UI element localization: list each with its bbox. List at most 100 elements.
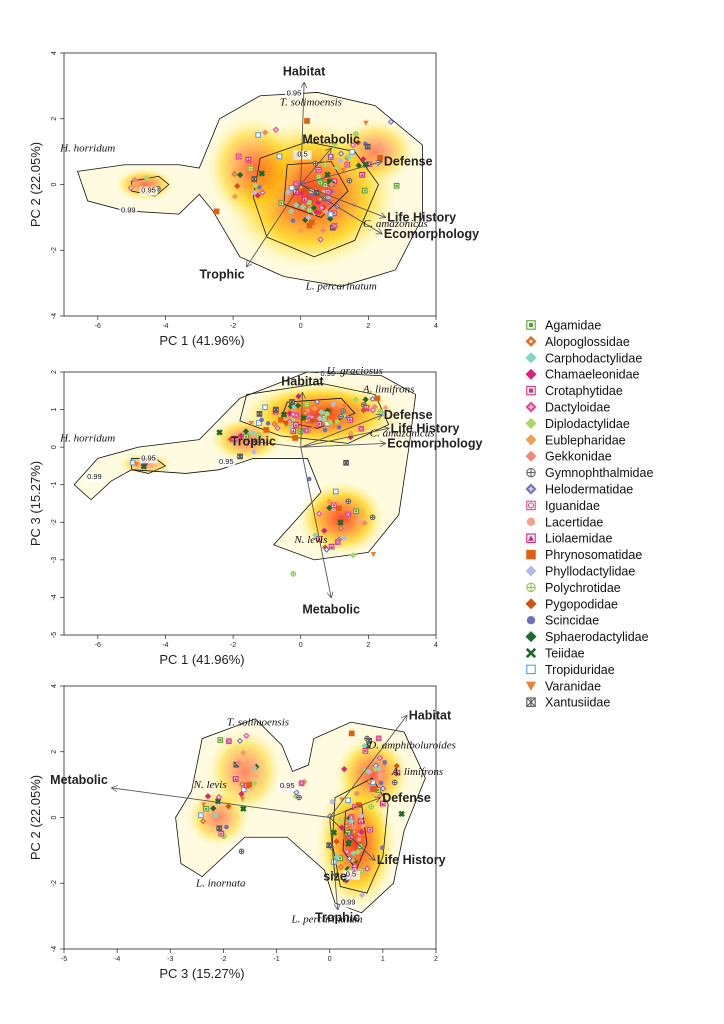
data-point xyxy=(231,435,238,442)
loading-label: Defense xyxy=(384,408,433,422)
y-tick-label: -4 xyxy=(51,313,58,319)
data-point xyxy=(306,199,312,206)
density-contour xyxy=(73,372,417,561)
data-point xyxy=(238,848,245,855)
legend-swatch xyxy=(526,467,536,478)
contour-label-bg xyxy=(139,186,158,196)
data-point xyxy=(200,802,207,808)
data-point xyxy=(243,433,249,440)
legend-label: Polychrotidae xyxy=(545,581,621,595)
legend-label: Alopoglossidae xyxy=(545,335,630,349)
data-point xyxy=(333,838,340,845)
data-point xyxy=(393,182,400,189)
data-point xyxy=(362,747,369,754)
data-point xyxy=(306,222,313,229)
data-point xyxy=(353,131,359,138)
loading-arrow xyxy=(300,415,382,448)
species-label: U. graciosus xyxy=(327,365,383,377)
y-tick-label: -3 xyxy=(51,557,58,563)
data-point xyxy=(338,824,346,831)
data-point xyxy=(352,396,360,403)
data-point xyxy=(198,812,204,819)
legend-item: Iguanidae xyxy=(526,499,600,513)
data-point xyxy=(377,408,384,415)
data-point xyxy=(251,764,256,769)
data-point xyxy=(343,848,351,856)
legend-label: Varanidae xyxy=(545,679,601,693)
data-point xyxy=(378,780,384,786)
loading-arrow xyxy=(301,393,303,448)
data-point xyxy=(353,790,360,797)
contour-label-bg xyxy=(318,369,337,379)
data-point xyxy=(330,829,338,836)
data-point xyxy=(337,157,344,165)
data-point xyxy=(256,420,262,426)
loading-label: Metabolic xyxy=(302,132,360,146)
data-point xyxy=(354,139,362,146)
loading-arrow xyxy=(300,148,331,185)
legend-label: Sphaerodactylidae xyxy=(545,630,649,644)
data-point xyxy=(333,853,341,860)
data-point xyxy=(271,420,278,428)
y-tick-label: 1 xyxy=(51,408,58,412)
data-point xyxy=(391,779,398,786)
data-point xyxy=(224,824,229,830)
loading-label: Life History xyxy=(387,210,456,224)
species-label: N. levis xyxy=(193,779,227,791)
data-point xyxy=(332,488,339,495)
legend-item: Alopoglossidae xyxy=(525,335,630,349)
data-point xyxy=(366,737,373,744)
data-point xyxy=(333,164,341,171)
x-tick-label: -1 xyxy=(273,956,279,963)
data-point xyxy=(328,543,335,550)
data-point xyxy=(337,150,345,157)
data-point xyxy=(243,732,250,740)
loading-label: Habitat xyxy=(283,65,326,79)
data-point xyxy=(235,759,242,767)
data-point xyxy=(305,214,312,221)
data-point xyxy=(237,453,243,460)
data-point xyxy=(240,805,247,812)
data-point xyxy=(309,417,316,425)
x-tick-label: 2 xyxy=(366,642,370,649)
chart-panels: 0.950.50.950.99HabitatMetabolicDefenseLi… xyxy=(28,51,482,981)
x-tick-label: -4 xyxy=(162,323,168,330)
family-legend: Agamidae Alopoglossidae Carphodactylidae Ch… xyxy=(525,319,653,710)
y-tick-label: -1 xyxy=(51,482,58,488)
x-tick-label: -6 xyxy=(95,642,101,649)
data-point xyxy=(290,571,297,577)
data-point xyxy=(313,398,321,406)
contour-label: 0.99 xyxy=(87,472,102,481)
data-point xyxy=(375,735,382,742)
data-point xyxy=(293,789,300,796)
contour-label-bg xyxy=(341,870,360,880)
data-point xyxy=(340,168,346,174)
data-point xyxy=(301,196,308,203)
legend-label: Carphodactylidae xyxy=(545,351,642,365)
data-point xyxy=(361,519,368,527)
data-point xyxy=(354,848,362,856)
y-tick-label: -2 xyxy=(51,519,58,525)
data-point xyxy=(326,498,333,505)
y-tick-label: -4 xyxy=(51,594,58,600)
data-point xyxy=(367,826,373,833)
x-tick-label: -4 xyxy=(114,956,120,963)
loading-label: Ecomorphology xyxy=(384,227,479,241)
data-point xyxy=(356,518,362,523)
data-point xyxy=(204,793,212,800)
legend-swatch xyxy=(526,664,536,675)
data-point xyxy=(250,448,258,456)
data-point xyxy=(322,427,328,433)
data-point xyxy=(240,786,247,793)
data-point xyxy=(236,737,244,745)
data-point xyxy=(353,508,360,515)
legend-label: Teiidae xyxy=(545,647,585,661)
data-point xyxy=(327,152,334,160)
data-point xyxy=(300,187,308,194)
data-point xyxy=(376,754,384,762)
data-point xyxy=(371,786,378,792)
data-point xyxy=(286,421,294,428)
data-point xyxy=(199,818,207,825)
data-point xyxy=(353,855,360,861)
